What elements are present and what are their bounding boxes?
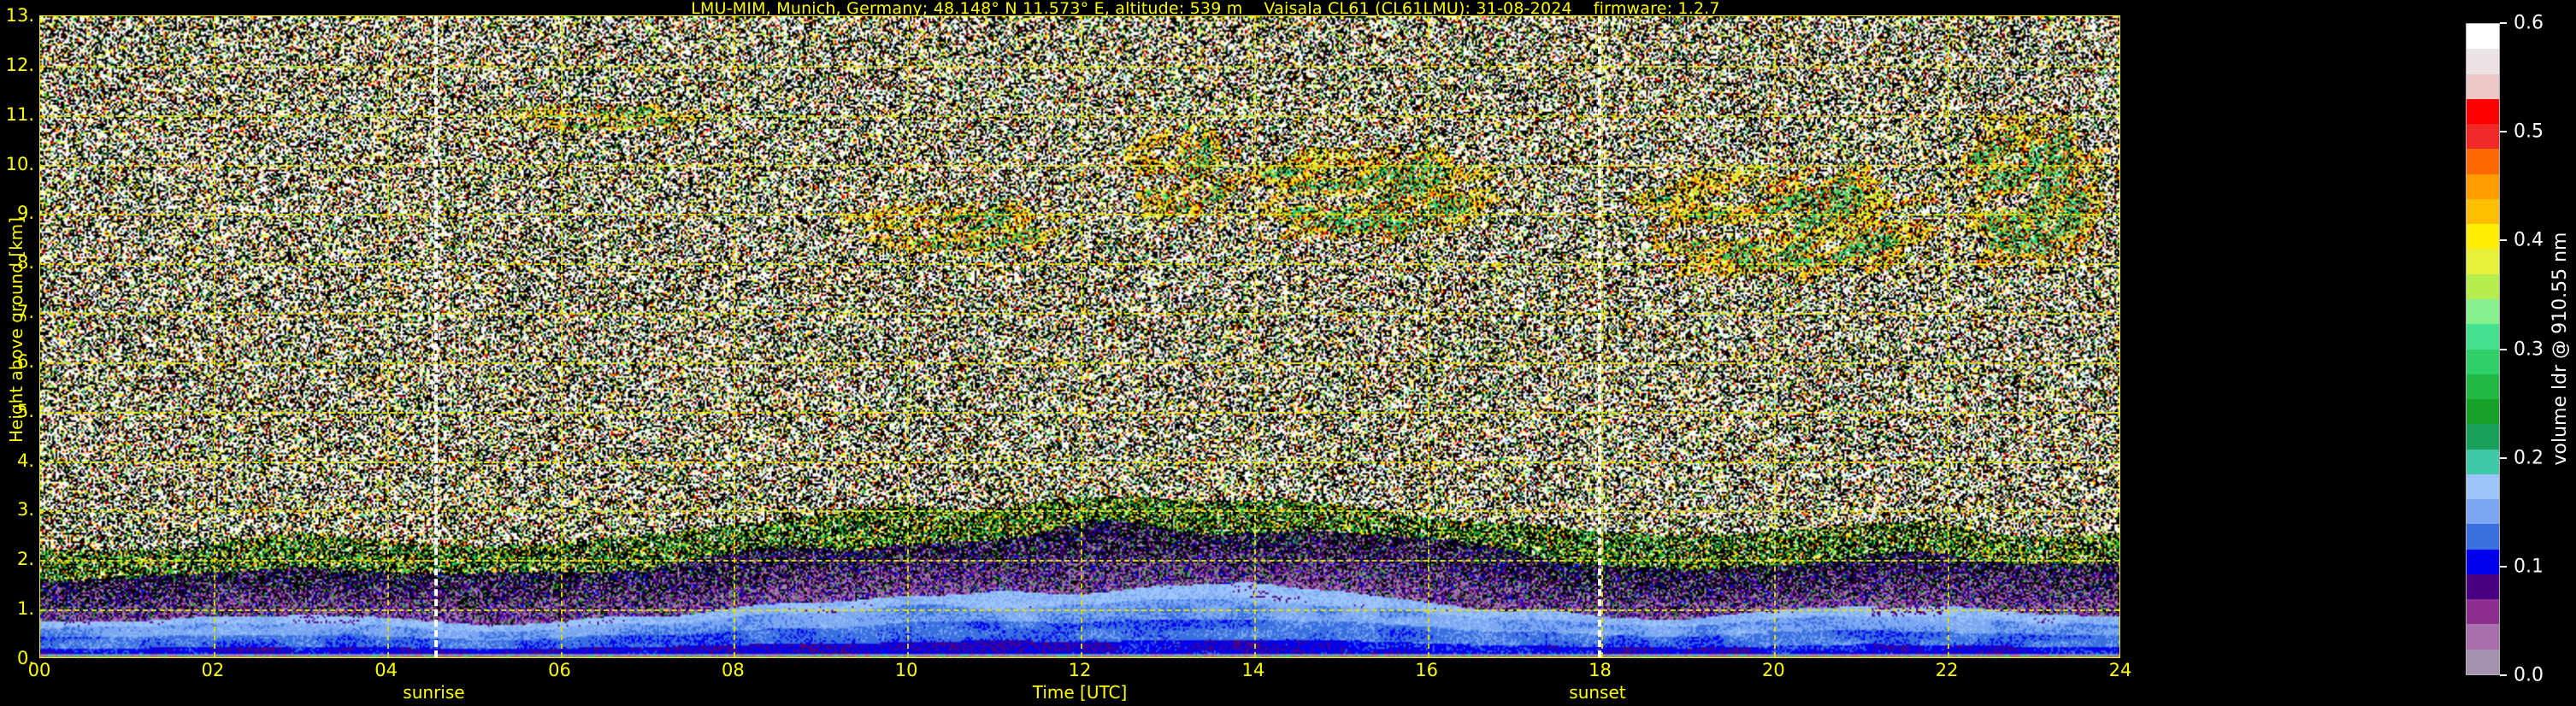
colorbar-tick-label: 0.3 <box>2514 338 2544 360</box>
figure-title: LMU-MIM, Munich, Germany; 48.148° N 11.5… <box>691 0 1720 18</box>
x-tick-label: 16 <box>1415 660 1439 680</box>
colorbar-gradient <box>2466 23 2500 675</box>
colorbar-band <box>2467 24 2499 50</box>
colorbar-band <box>2467 49 2499 74</box>
y-tick-label: 8. <box>16 252 34 274</box>
y-tick-label: 2. <box>16 549 34 570</box>
colorbar[interactable] <box>2466 23 2500 675</box>
x-tick-label: 14 <box>1241 660 1265 680</box>
x-tick-label: 24 <box>2108 660 2132 680</box>
colorbar-tick-mark <box>2500 239 2507 242</box>
colorbar-band <box>2467 174 2499 199</box>
x-tick-label: 20 <box>1761 660 1785 680</box>
y-tick-label: 7. <box>16 302 34 323</box>
colorbar-tick-mark <box>2500 674 2507 676</box>
colorbar-tick-mark <box>2500 565 2507 568</box>
colorbar-band <box>2467 399 2499 425</box>
colorbar-band <box>2467 449 2499 474</box>
y-tick-label: 5. <box>16 400 34 421</box>
colorbar-band <box>2467 524 2499 550</box>
colorbar-band <box>2467 124 2499 150</box>
y-tick-label: 3. <box>16 499 34 521</box>
x-tick-label: 12 <box>1068 660 1092 680</box>
colorbar-band <box>2467 249 2499 274</box>
colorbar-band <box>2467 624 2499 650</box>
x-tick-label: 10 <box>894 660 918 680</box>
colorbar-tick-label: 0.6 <box>2514 12 2544 34</box>
x-tick-label: 02 <box>201 660 225 680</box>
colorbar-tick-mark <box>2500 22 2507 24</box>
x-axis-label: Time [UTC] <box>1032 682 1128 703</box>
colorbar-band <box>2467 499 2499 525</box>
colorbar-tick-label: 0.2 <box>2514 447 2544 469</box>
y-tick-label: 9. <box>16 203 34 224</box>
y-tick-label: 10. <box>5 153 34 174</box>
x-tick-label: 04 <box>374 660 398 680</box>
colorbar-tick-mark <box>2500 348 2507 350</box>
colorbar-band <box>2467 98 2499 125</box>
heatmap-canvas <box>40 16 2119 657</box>
y-tick-label: 6. <box>16 350 34 372</box>
colorbar-band <box>2467 649 2499 674</box>
colorbar-ticks: 0.0 0.1 0.2 0.3 0.4 0.5 0.6 <box>2500 13 2576 686</box>
colorbar-tick-label: 0.4 <box>2514 229 2544 251</box>
colorbar-band <box>2467 149 2499 174</box>
y-tick-label: 11. <box>5 103 34 125</box>
colorbar-band <box>2467 349 2499 374</box>
colorbar-tick-label: 0.0 <box>2514 664 2544 686</box>
y-tick-label: 13. <box>5 5 34 26</box>
y-tick-label: 4. <box>16 450 34 471</box>
colorbar-label: volume ldr @ 910.55 nm <box>2549 232 2571 466</box>
colorbar-band <box>2467 224 2499 250</box>
colorbar-band <box>2467 299 2499 325</box>
colorbar-tick-label: 0.5 <box>2514 121 2544 143</box>
y-tick-label: 0. <box>16 648 34 668</box>
colorbar-tick-mark <box>2500 131 2507 133</box>
twilight-label-sunset: sunset <box>1569 682 1626 703</box>
x-tick-label: 06 <box>548 660 571 680</box>
y-tick-label: 1. <box>16 598 34 620</box>
y-axis-ticks: 0. 1. 2. 3. 4. 5. 6. 7. 8. 9. 10. 11. 12. 13. <box>0 5 38 668</box>
colorbar-band <box>2467 374 2499 400</box>
x-tick-label: 18 <box>1589 660 1612 680</box>
colorbar-tick-mark <box>2500 456 2507 459</box>
x-tick-label: 22 <box>1935 660 1959 680</box>
colorbar-band <box>2467 574 2499 600</box>
y-tick-label: 12. <box>5 54 34 75</box>
colorbar-band <box>2467 599 2499 625</box>
colorbar-band <box>2467 474 2499 500</box>
plot-area[interactable] <box>39 15 2120 658</box>
colorbar-band <box>2467 424 2499 450</box>
twilight-label-sunrise: sunrise <box>403 682 465 703</box>
colorbar-band <box>2467 198 2499 225</box>
x-tick-label: 00 <box>27 660 51 680</box>
colorbar-tick-label: 0.1 <box>2514 556 2544 578</box>
colorbar-band <box>2467 324 2499 350</box>
colorbar-band <box>2467 274 2499 300</box>
x-axis-ticks: 00 02 04 06 08 10 12 14 16 18 20 22 24 sunrise sunset <box>28 658 2132 706</box>
colorbar-band <box>2467 549 2499 574</box>
colorbar-band <box>2467 74 2499 99</box>
x-tick-label: 08 <box>721 660 745 680</box>
